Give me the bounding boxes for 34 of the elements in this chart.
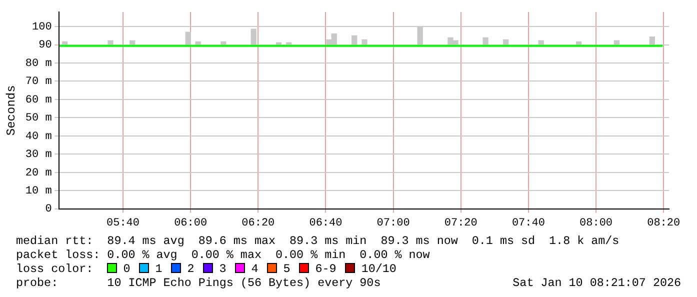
- x-tick-label: 05:40: [106, 217, 140, 230]
- x-tick-label: 08:20: [647, 217, 680, 230]
- y-tick-label: 10 m: [25, 185, 52, 198]
- text: 1: [155, 262, 162, 276]
- y-tick-label: 40 m: [25, 130, 52, 143]
- text: 4: [251, 262, 258, 276]
- text: 2: [187, 262, 194, 276]
- x-tick-label: 07:40: [512, 217, 545, 230]
- text: median rtt: 89.4 ms avg 89.6 ms max 89.3 ms min 89.3 ms now 0.1 ms sd 1.8 k am/s: [16, 234, 620, 248]
- x-tick-label: 08:00: [580, 217, 613, 230]
- text: packet loss: 0.00 % avg 0.00 % max 0.00 % min 0.00 % now: [16, 248, 430, 262]
- x-tick-label: 06:00: [174, 217, 208, 230]
- text: 10/10: [361, 262, 396, 276]
- y-tick-label: 90: [38, 40, 52, 52]
- text: 6-9: [315, 262, 336, 276]
- x-tick-label: 07:00: [376, 217, 410, 230]
- y-tick-label: 70 m: [25, 76, 52, 88]
- y-tick-label: 30 m: [25, 149, 52, 162]
- y-tick-label: 0: [45, 204, 52, 216]
- text: 3: [219, 262, 226, 276]
- y-tick-label: 60 m: [25, 94, 52, 106]
- x-tick-label: 06:40: [309, 217, 342, 230]
- text: Sat Jan 10 08:21:07 2026: [512, 276, 681, 290]
- y-tick-label: 100: [32, 21, 52, 34]
- y-axis-title: Seconds: [4, 85, 18, 136]
- text: 0: [123, 262, 130, 276]
- y-tick-label: 20 m: [25, 167, 52, 180]
- y-tick-label: 50 m: [25, 112, 52, 125]
- y-tick-label: 80 m: [25, 58, 52, 70]
- text: loss color:: [16, 262, 94, 276]
- text: probe: 10 ICMP Echo Pings (56 Bytes) every 90s: [16, 276, 381, 290]
- x-tick-label: 06:20: [242, 217, 275, 230]
- x-tick-label: 07:20: [444, 217, 478, 230]
- text: 5: [283, 262, 290, 276]
